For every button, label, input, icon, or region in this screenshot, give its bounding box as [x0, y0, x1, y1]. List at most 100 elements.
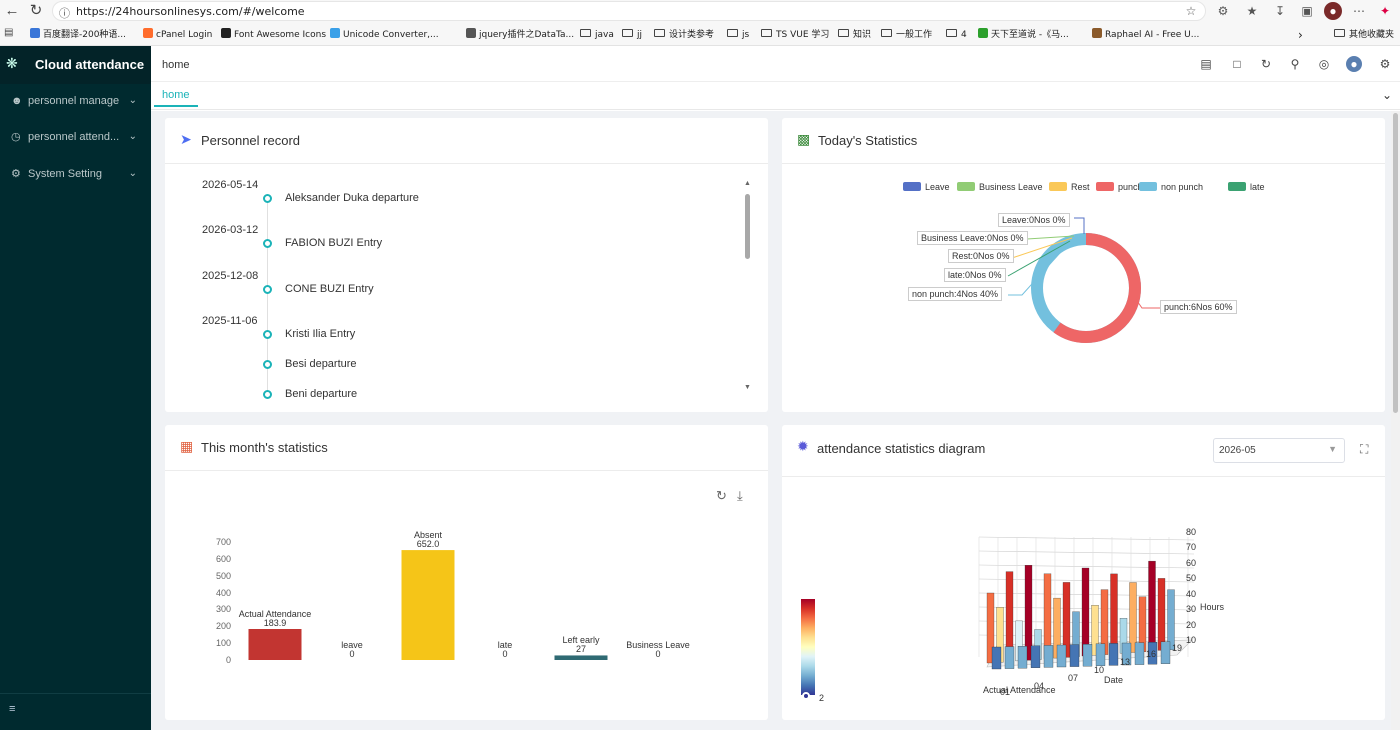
brand[interactable]: ❋ Cloud attendance — [0, 46, 151, 84]
bar-3d[interactable] — [1108, 643, 1119, 666]
visual-map-handle[interactable] — [802, 692, 810, 700]
favicon-icon — [466, 28, 476, 38]
bookmarks-more-icon[interactable]: › — [1298, 28, 1303, 42]
bookmark-item[interactable]: cPanel Login — [143, 27, 212, 43]
bar-3d[interactable] — [1043, 645, 1054, 668]
punch-slice[interactable] — [1031, 233, 1141, 343]
bar-3d[interactable] — [1091, 605, 1099, 656]
bookmark-item[interactable]: 天下至道说 -《马... — [978, 27, 1069, 43]
bookmark-item[interactable]: 4 — [946, 27, 967, 43]
visual-map-bar[interactable] — [801, 599, 815, 695]
extensions-icon[interactable]: ⚙ — [1217, 4, 1229, 18]
bookmark-item[interactable]: TS VUE 学习 — [761, 27, 829, 43]
reading-view-icon[interactable]: ▤ — [4, 27, 14, 38]
bookmark-item[interactable]: js — [727, 27, 749, 43]
bar-3d[interactable] — [1069, 644, 1080, 667]
bar-3d[interactable] — [1056, 644, 1067, 668]
timeline-entry: FABION BUZI Entry — [285, 237, 383, 249]
bar-3d[interactable] — [1167, 589, 1175, 650]
message-icon[interactable]: □ — [1233, 57, 1241, 71]
breadcrumb[interactable]: home — [162, 59, 190, 71]
legend-item[interactable]: punch — [1096, 182, 1143, 192]
chevron-down-icon[interactable]: ⌄ — [1381, 88, 1392, 102]
legend-item[interactable]: non punch — [1139, 182, 1203, 192]
bookmark-item[interactable]: Raphael AI - Free U... — [1092, 27, 1199, 43]
bookmark-item[interactable]: 设计类参考 — [654, 27, 714, 43]
bar-3d[interactable] — [1110, 573, 1118, 655]
downloads-icon[interactable]: ↧ — [1274, 4, 1286, 18]
bar-category-label: Left early — [562, 635, 600, 646]
bookmark-item[interactable]: Unicode Converter,... — [330, 27, 439, 43]
legend-item[interactable]: Leave — [903, 182, 950, 192]
search-icon[interactable]: ⚲ — [1290, 57, 1300, 71]
bar-3d[interactable] — [986, 592, 995, 664]
copilot-icon[interactable]: ✦ — [1379, 4, 1391, 18]
timeline-scrollbar[interactable]: ▲ ▼ — [744, 180, 751, 391]
bar-3d[interactable] — [1004, 646, 1015, 669]
bar-4[interactable] — [554, 655, 608, 660]
profile-avatar[interactable]: ● — [1324, 2, 1342, 20]
bar-3d[interactable] — [1129, 582, 1137, 653]
legend-item[interactable]: Rest — [1049, 182, 1090, 192]
clipboard-icon[interactable]: ▤ — [1200, 57, 1212, 71]
bar-3d[interactable] — [1147, 642, 1158, 665]
legend-item[interactable]: late — [1228, 182, 1265, 192]
z-tick-label: 70 — [1186, 542, 1197, 552]
bar-3d[interactable] — [1081, 567, 1090, 657]
timeline-dot — [263, 194, 272, 203]
bar-0[interactable] — [248, 628, 302, 660]
bar-3d[interactable] — [1134, 642, 1145, 665]
bar-3d[interactable] — [1062, 582, 1071, 658]
legend-item[interactable]: Business Leave — [957, 182, 1043, 192]
bar-chart — [248, 550, 608, 660]
sidebar-item-personnel-attendance[interactable]: ◷ personnel attend... ⌄ — [0, 119, 151, 155]
site-info-icon[interactable]: ⓘ — [59, 8, 70, 20]
favicon-icon — [143, 28, 153, 38]
bookmark-item[interactable]: 知识 — [838, 27, 871, 43]
bookmark-item[interactable]: 百度翻译-200种语... — [30, 27, 126, 43]
bar-3d[interactable] — [1160, 641, 1171, 664]
bar-3d[interactable] — [1148, 560, 1156, 652]
sidebar-item-personnel-manage[interactable]: ☻ personnel manage ⌄ — [0, 83, 151, 119]
user-avatar[interactable]: ● — [1346, 56, 1362, 72]
bar-3d[interactable] — [1024, 565, 1033, 661]
tab-home[interactable]: home — [154, 89, 198, 107]
more-menu-icon[interactable]: ⋯ — [1353, 4, 1365, 18]
back-icon[interactable]: ← — [4, 2, 20, 19]
url-text[interactable]: https://24hoursonlinesys.com/#/welcome — [76, 5, 305, 18]
month-select[interactable]: 2026-05 ▼ — [1213, 438, 1345, 463]
bookmark-item[interactable]: jquery插件之DataTa... — [466, 27, 574, 43]
settings-icon[interactable]: ⚙ — [1379, 57, 1391, 71]
favorite-star-icon[interactable]: ☆ — [1185, 4, 1197, 18]
refresh-icon[interactable]: ↻ — [1260, 57, 1272, 71]
sidebar-item-system-setting[interactable]: ⚙ System Setting ⌄ — [0, 156, 151, 192]
collapse-menu-icon[interactable]: ≡ — [9, 703, 16, 715]
z-tick-label: 20 — [1186, 619, 1197, 630]
bookmark-item[interactable]: 一般工作 — [881, 27, 932, 43]
bar-3d[interactable] — [1082, 644, 1093, 667]
favorites-icon[interactable]: ★ — [1246, 4, 1258, 18]
bar-3d[interactable] — [1095, 643, 1106, 666]
collections-icon[interactable]: ▣ — [1301, 4, 1313, 18]
timeline-dot — [263, 360, 272, 369]
reload-icon[interactable]: ↻ — [29, 2, 43, 19]
bar-2[interactable] — [401, 550, 455, 660]
refresh-icon[interactable]: ↻ — [716, 488, 727, 503]
fullscreen-icon[interactable]: ⛶ — [1360, 442, 1369, 456]
page-scrollbar[interactable] — [1391, 111, 1400, 730]
bookmark-item[interactable]: Font Awesome Icons — [221, 27, 326, 43]
address-bar[interactable]: ⓘ — [52, 1, 1206, 21]
bar-3d[interactable] — [991, 646, 1002, 670]
bar-3d[interactable] — [1121, 642, 1132, 666]
bookmark-label: cPanel Login — [156, 30, 213, 40]
bookmark-item[interactable]: jj — [622, 27, 642, 43]
x-tick-label: 19 — [1172, 643, 1183, 653]
bar-3d[interactable] — [1017, 646, 1028, 669]
download-icon[interactable]: ⤓ — [737, 488, 743, 503]
bar-3d[interactable] — [1157, 578, 1166, 651]
bar-3d[interactable] — [1030, 645, 1041, 668]
y-tick-label: 300 — [215, 604, 231, 615]
bookmark-item[interactable]: java — [580, 27, 614, 43]
globe-icon[interactable]: ◎ — [1318, 57, 1330, 71]
other-bookmarks[interactable]: 其他收藏夹 — [1334, 27, 1394, 43]
